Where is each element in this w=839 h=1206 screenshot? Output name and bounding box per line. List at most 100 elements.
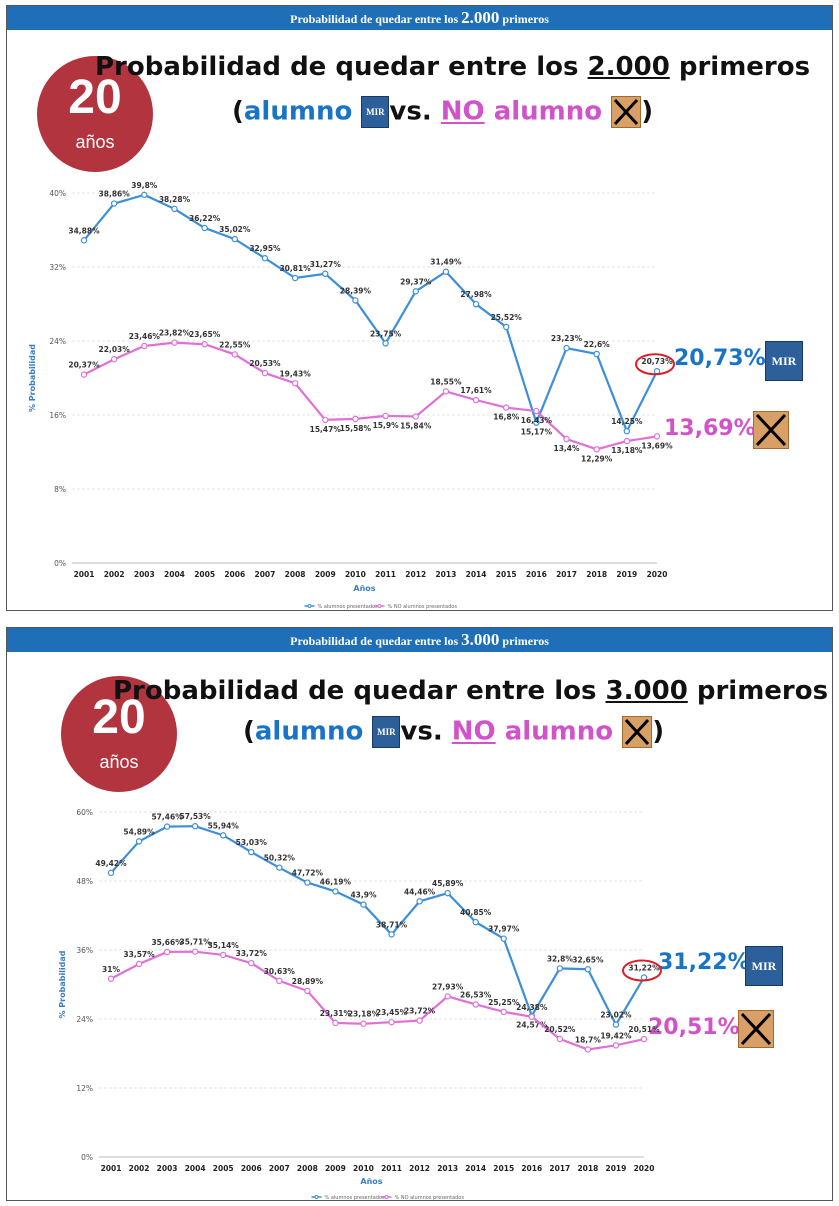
data-point (135, 838, 143, 845)
data-label: 23,82% (159, 329, 191, 338)
panel-3000: Probabilidad de quedar entre los 3.000 p… (6, 627, 833, 1201)
data-point (623, 427, 631, 435)
y-tick-label: 0% (54, 559, 66, 568)
data-point (360, 901, 367, 908)
series-line-student (83, 193, 658, 434)
x-tick-label: 2001 (101, 1164, 122, 1173)
data-label: 12,29% (581, 454, 613, 463)
x-tick-label: 2011 (375, 570, 396, 579)
data-label: 35,66% (151, 938, 183, 947)
panel-2000: Probabilidad de quedar entre los 2.000 p… (6, 5, 833, 611)
data-point (248, 848, 255, 856)
data-label: 27,98% (460, 290, 492, 299)
data-label: 40,85% (460, 908, 492, 917)
x-tick-label: 2013 (435, 570, 456, 579)
data-label: 53,03% (236, 838, 268, 847)
heading-suffix: primeros (678, 52, 811, 82)
heading-line2: (alumno MIR vs. NO alumno ) (243, 716, 664, 748)
y-tick-label: 8% (54, 485, 66, 494)
x-tick-label: 2018 (577, 1164, 598, 1173)
data-point (444, 993, 451, 1000)
x-tick-label: 2002 (129, 1164, 150, 1173)
data-point (135, 960, 143, 968)
x-tick-label: 2002 (104, 570, 125, 579)
heading-number: 3.000 (605, 676, 688, 706)
data-point (533, 407, 540, 415)
data-label: 44,46% (404, 887, 436, 896)
data-point (352, 297, 359, 304)
data-point (191, 823, 199, 830)
data-point (472, 300, 480, 308)
data-point (500, 935, 507, 942)
data-label: 35,02% (219, 225, 251, 234)
x-tick-label: 2005 (213, 1164, 234, 1173)
y-tick-label: 32% (49, 263, 66, 272)
data-label: 57,53% (180, 812, 212, 821)
data-point (612, 1042, 620, 1049)
data-point (220, 951, 227, 959)
data-label: 23,18% (348, 1010, 380, 1019)
x-tick-label: 2007 (255, 570, 276, 579)
line-chart-3000: 0% 12% 24% 36% 48% 60% 2001 2002 2003 2004 2005 200… (58, 808, 662, 1201)
data-label: 24,57% (516, 1021, 548, 1030)
data-label: 13,18% (611, 446, 643, 455)
x-tick-label: 2004 (164, 570, 185, 579)
badge-unit: años (99, 752, 139, 772)
crossed-logo-icon (622, 716, 653, 748)
data-point (332, 888, 339, 895)
data-point (412, 413, 419, 420)
series-line-non-student (83, 341, 658, 451)
banner-prefix: Probabilidad de quedar entre los (290, 12, 459, 26)
badge-number: 20 (92, 691, 146, 744)
data-label: 13,4% (554, 444, 581, 453)
heading-open: ( (243, 716, 255, 747)
data-point (201, 341, 208, 348)
data-label: 34,88% (68, 226, 100, 235)
heading-line1: Probabilidad de quedar entre los 3.000 p… (113, 676, 828, 706)
data-label: 23,02% (600, 1011, 632, 1020)
data-point (382, 412, 389, 420)
legend-label: % alumnos presentados (318, 604, 379, 610)
banner: Probabilidad de quedar entre los 2.000 p… (7, 6, 832, 30)
data-point (191, 948, 199, 955)
data-label: 49,42% (95, 859, 127, 868)
data-label: 23,31% (320, 1009, 352, 1018)
callout-student-value: 31,22% (658, 950, 750, 975)
x-tick-label: 2006 (224, 570, 245, 579)
x-tick-label: 2009 (315, 570, 336, 579)
x-tick-label: 2010 (353, 1164, 374, 1173)
data-point (80, 237, 88, 244)
badge-unit: años (75, 132, 115, 152)
data-point (500, 1008, 507, 1016)
heading-no: NO (440, 96, 485, 127)
data-point (503, 404, 510, 411)
data-point (304, 879, 311, 886)
y-tick-label: 24% (76, 1015, 93, 1024)
data-point (291, 380, 299, 387)
banner-prefix: Probabilidad de quedar entre los (290, 634, 459, 648)
years-badge: 20 años (37, 56, 153, 172)
data-point (444, 889, 451, 897)
data-label: 23,75% (370, 329, 402, 338)
data-point (304, 987, 311, 995)
data-label: 17,61% (460, 386, 492, 395)
highlight-ellipse (622, 959, 662, 982)
legend-label: % NO alumnos presentados (395, 1195, 465, 1201)
heading-open: ( (232, 96, 244, 127)
data-point (563, 344, 570, 352)
y-tick-label: 12% (76, 1084, 93, 1093)
data-label: 55,94% (208, 821, 240, 830)
heading-student: alumno (243, 96, 353, 127)
data-point (220, 832, 227, 839)
curso-mir-logo-icon: MIR (372, 716, 401, 748)
data-label: 38,28% (159, 195, 191, 204)
data-point (231, 351, 238, 358)
data-point (141, 191, 148, 199)
data-point (593, 446, 600, 453)
data-point (503, 323, 510, 331)
data-point (442, 268, 450, 275)
data-label: 35,71% (180, 938, 212, 947)
legend-marker (307, 604, 312, 608)
data-point (322, 416, 329, 424)
data-label: 15,58% (340, 424, 372, 433)
